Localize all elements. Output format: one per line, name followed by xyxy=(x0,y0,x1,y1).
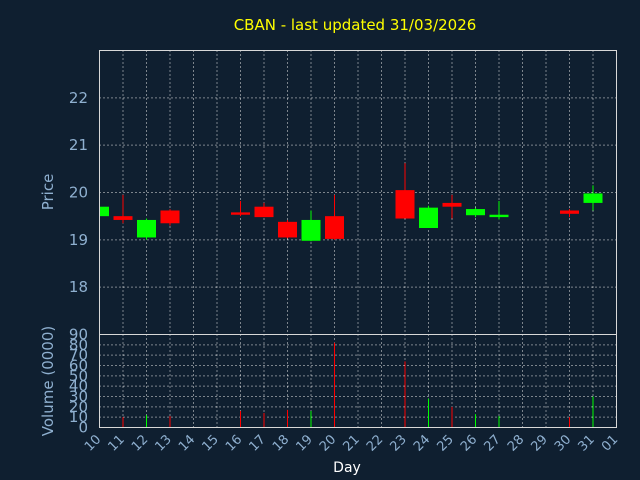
price-tick-label: 20 xyxy=(69,184,88,202)
x-tick-label: 29 xyxy=(529,432,551,454)
x-tick-label: 11 xyxy=(106,432,128,454)
price-panel-frame xyxy=(99,50,617,335)
candle-body xyxy=(325,216,344,239)
x-ticks: 10 11 12 13 14 15 16 17 18 19 20 21 22 23 24 25 26 27 28 29… xyxy=(82,432,621,454)
volume-bars xyxy=(122,342,594,428)
x-tick-label: 16 xyxy=(223,432,245,454)
x-tick-label: 23 xyxy=(388,432,410,454)
candle-body xyxy=(419,207,438,228)
candle-body xyxy=(278,221,297,238)
x-tick-label: 12 xyxy=(129,432,151,454)
x-tick-label: 01 xyxy=(599,432,621,454)
volume-tick-label: 70 xyxy=(69,346,88,364)
price-grid xyxy=(99,50,617,335)
volume-grid xyxy=(99,334,617,428)
candle-body xyxy=(442,202,462,207)
price-tick-label: 19 xyxy=(69,231,88,249)
price-axis-title: Price xyxy=(39,174,57,211)
volume-tick-label: 60 xyxy=(69,357,88,375)
candles xyxy=(99,163,603,242)
volume-tick-label: 20 xyxy=(69,398,88,416)
volume-tick-label: 50 xyxy=(69,367,88,385)
x-tick-label: 13 xyxy=(153,432,175,454)
x-tick-label: 24 xyxy=(411,432,433,454)
volume-tick-label: 10 xyxy=(69,408,88,426)
candle-body xyxy=(395,190,415,219)
volume-tick-label: 90 xyxy=(69,326,88,344)
x-tick-label: 20 xyxy=(317,432,339,454)
volume-tick-label: 40 xyxy=(69,377,88,395)
x-tick-label: 18 xyxy=(270,432,292,454)
candle-body xyxy=(489,214,509,218)
candle-body xyxy=(254,206,274,218)
x-tick-label: 26 xyxy=(458,432,480,454)
x-tick-label: 21 xyxy=(341,432,363,454)
candle-body xyxy=(113,216,133,220)
volume-panel-frame xyxy=(99,334,617,428)
x-tick-label: 28 xyxy=(505,432,527,454)
candle-body xyxy=(137,219,156,238)
x-tick-label: 22 xyxy=(364,432,386,454)
chart-title: CBAN - last updated 31/03/2026 xyxy=(234,16,477,34)
volume-tick-label: 80 xyxy=(69,336,88,354)
candle-body xyxy=(301,219,321,241)
price-tick-label: 21 xyxy=(69,136,88,154)
candle-body xyxy=(160,210,180,224)
x-tick-label: 17 xyxy=(247,432,269,454)
x-tick-label: 25 xyxy=(435,432,457,454)
x-tick-label: 19 xyxy=(294,432,316,454)
candle-body xyxy=(99,206,109,217)
volume-tick-label: 0 xyxy=(78,419,88,437)
candle-body xyxy=(231,212,250,215)
price-tick-label: 18 xyxy=(69,278,88,296)
price-tick-label: 22 xyxy=(69,89,88,107)
volume-tick-label: 30 xyxy=(69,388,88,406)
x-tick-label: 14 xyxy=(176,432,198,454)
x-axis-title: Day xyxy=(333,460,361,476)
candle-body xyxy=(466,209,485,216)
x-tick-label: 27 xyxy=(482,432,504,454)
x-tick-label: 31 xyxy=(576,432,598,454)
candle-body xyxy=(560,210,579,214)
x-tick-label: 15 xyxy=(200,432,222,454)
candle-body xyxy=(583,193,603,203)
x-tick-label: 30 xyxy=(552,432,574,454)
volume-axis-title: Volume (0000) xyxy=(39,326,57,436)
price-y-ticks: 18 19 20 21 22 xyxy=(69,89,88,296)
